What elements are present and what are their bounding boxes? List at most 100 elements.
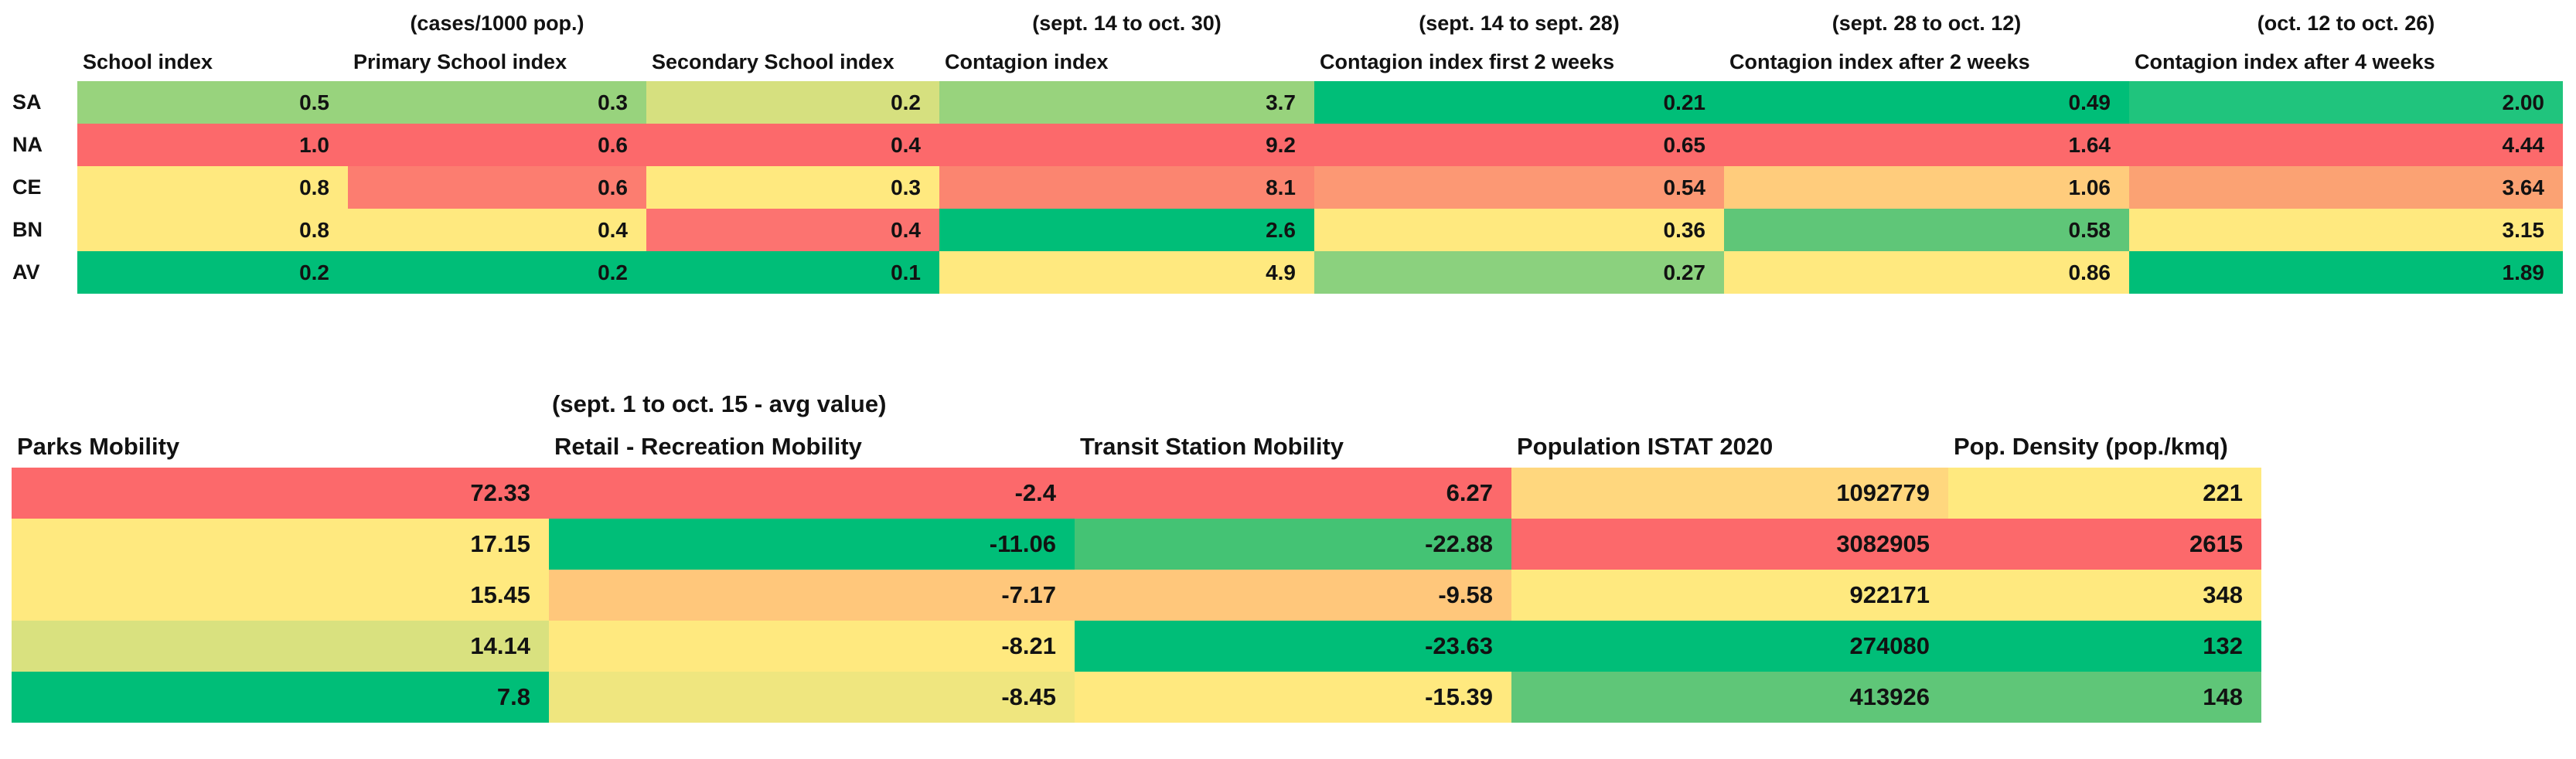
cell: 413926 [1511, 672, 1948, 723]
cell: 0.54 [1314, 166, 1724, 209]
column-header: Transit Station Mobility [1080, 433, 1344, 460]
group-header-row: (sept. 1 to oct. 15 - avg value) [12, 384, 2261, 423]
table-row: 17.15 -11.06 -22.88 3082905 2615 [12, 519, 2261, 570]
cell: 0.8 [77, 166, 348, 209]
column-header-row: Parks Mobility Retail - Recreation Mobili… [12, 423, 2261, 468]
cell: -7.17 [549, 570, 1075, 621]
cell: -2.4 [549, 468, 1075, 519]
cell: 922171 [1511, 570, 1948, 621]
column-header: Retail - Recreation Mobility [554, 433, 862, 460]
cell: 1092779 [1511, 468, 1948, 519]
cell: -23.63 [1075, 621, 1511, 672]
cell: 1.06 [1724, 166, 2129, 209]
cell: 0.1 [646, 251, 939, 294]
row-label: SA [12, 90, 42, 114]
cell: 0.6 [348, 124, 646, 166]
cell: -8.45 [549, 672, 1075, 723]
cell: 0.4 [646, 209, 939, 251]
cell: 348 [1948, 570, 2261, 621]
column-header: Contagion index after 4 weeks [2135, 50, 2435, 73]
row-label: AV [12, 260, 40, 284]
cell: 17.15 [12, 519, 549, 570]
cell: 2615 [1948, 519, 2261, 570]
cell: 0.2 [646, 81, 939, 124]
cell: 0.21 [1314, 81, 1724, 124]
cell: 3.15 [2129, 209, 2563, 251]
cell: 0.65 [1314, 124, 1724, 166]
cell: 0.2 [77, 251, 348, 294]
column-header: School index [83, 50, 213, 73]
column-header-row: School index Primary School index Secondar… [0, 40, 2563, 81]
cell: 0.49 [1724, 81, 2129, 124]
column-header: Population ISTAT 2020 [1517, 433, 1774, 460]
cell: 3082905 [1511, 519, 1948, 570]
table-row: 14.14 -8.21 -23.63 274080 132 [12, 621, 2261, 672]
column-header: Contagion index after 2 weeks [1729, 50, 2030, 73]
cell: 0.36 [1314, 209, 1724, 251]
cell: 0.27 [1314, 251, 1724, 294]
group-header: (sept. 28 to oct. 12) [1831, 12, 2022, 35]
cell: 72.33 [12, 468, 549, 519]
contagion-indices-table: (cases/1000 pop.) (sept. 14 to oct. 30) (s… [0, 0, 2563, 294]
cell: 0.86 [1724, 251, 2129, 294]
row-label: NA [12, 133, 43, 156]
table-row: 72.33 -2.4 6.27 1092779 221 [12, 468, 2261, 519]
cell: 2.00 [2129, 81, 2563, 124]
cell: 221 [1948, 468, 2261, 519]
cell: -11.06 [549, 519, 1075, 570]
cell: 9.2 [939, 124, 1314, 166]
cell: 3.64 [2129, 166, 2563, 209]
cell: -8.21 [549, 621, 1075, 672]
cell: 1.0 [77, 124, 348, 166]
cell: 7.8 [12, 672, 549, 723]
cell: 132 [1948, 621, 2261, 672]
cell: 274080 [1511, 621, 1948, 672]
cell: 14.14 [12, 621, 549, 672]
table-row: 7.8 -8.45 -15.39 413926 148 [12, 672, 2261, 723]
cell: 0.8 [77, 209, 348, 251]
cell: 2.6 [939, 209, 1314, 251]
group-header-row: (cases/1000 pop.) (sept. 14 to oct. 30) (s… [0, 0, 2563, 40]
cell: 15.45 [12, 570, 549, 621]
column-header: Secondary School index [652, 50, 894, 73]
table-row: 15.45 -7.17 -9.58 922171 348 [12, 570, 2261, 621]
cell: 1.89 [2129, 251, 2563, 294]
cell: 1.64 [1724, 124, 2129, 166]
group-header: (sept. 14 to sept. 28) [1419, 12, 1620, 35]
group-header: (sept. 14 to oct. 30) [1032, 12, 1222, 35]
cell: -22.88 [1075, 519, 1511, 570]
row-label: CE [12, 175, 42, 199]
cell: 6.27 [1075, 468, 1511, 519]
cell: 148 [1948, 672, 2261, 723]
cell: -15.39 [1075, 672, 1511, 723]
table-row: BN 0.8 0.4 0.4 2.6 0.36 0.58 3.15 [0, 209, 2563, 251]
cell: 0.3 [348, 81, 646, 124]
cell: 0.58 [1724, 209, 2129, 251]
group-header: (oct. 12 to oct. 26) [2257, 12, 2435, 35]
row-label: BN [12, 218, 43, 241]
cell: -9.58 [1075, 570, 1511, 621]
cell: 4.44 [2129, 124, 2563, 166]
cell: 0.3 [646, 166, 939, 209]
group-header: (cases/1000 pop.) [410, 12, 584, 35]
cell: 0.6 [348, 166, 646, 209]
cell: 4.9 [939, 251, 1314, 294]
table-row: NA 1.0 0.6 0.4 9.2 0.65 1.64 4.44 [0, 124, 2563, 166]
cell: 0.4 [646, 124, 939, 166]
column-header: Parks Mobility [17, 433, 180, 460]
column-header: Contagion index first 2 weeks [1320, 50, 1615, 73]
column-header: Primary School index [353, 50, 567, 73]
cell: 0.4 [348, 209, 646, 251]
column-header: Pop. Density (pop./kmq) [1954, 433, 2228, 460]
cell: 0.5 [77, 81, 348, 124]
mobility-population-table: (sept. 1 to oct. 15 - avg value) Parks Mo… [12, 384, 2261, 723]
table-row: AV 0.2 0.2 0.1 4.9 0.27 0.86 1.89 [0, 251, 2563, 294]
table-row: SA 0.5 0.3 0.2 3.7 0.21 0.49 2.00 [0, 81, 2563, 124]
table-row: CE 0.8 0.6 0.3 8.1 0.54 1.06 3.64 [0, 166, 2563, 209]
cell: 3.7 [939, 81, 1314, 124]
column-header: Contagion index [945, 50, 1109, 73]
cell: 8.1 [939, 166, 1314, 209]
group-header: (sept. 1 to oct. 15 - avg value) [552, 390, 887, 417]
cell: 0.2 [348, 251, 646, 294]
